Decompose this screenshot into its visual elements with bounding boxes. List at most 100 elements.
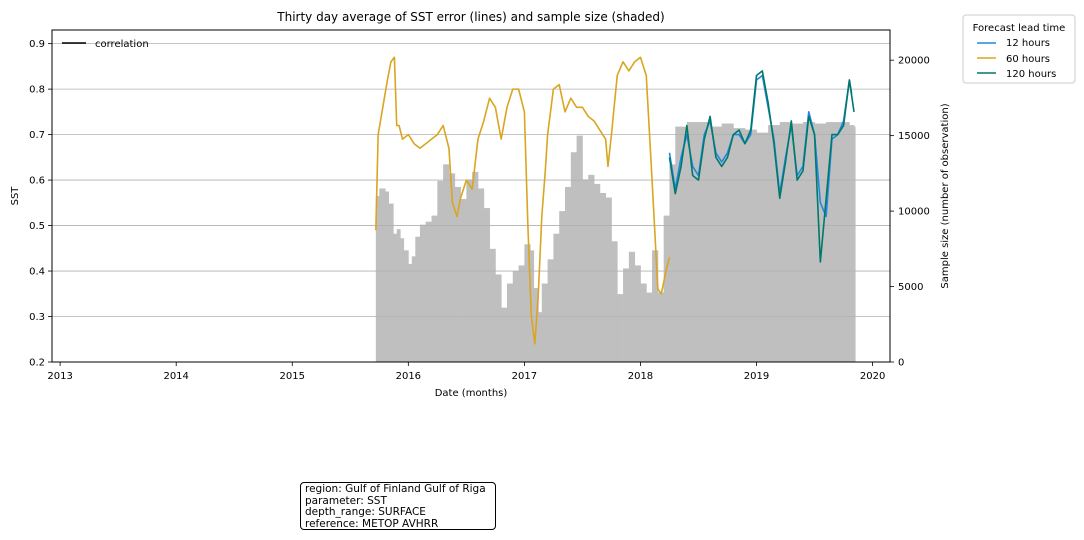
chart-title: Thirty day average of SST error (lines) … xyxy=(276,10,664,24)
info-region: region: Gulf of Finland Gulf of Riga xyxy=(305,483,486,495)
sample-size-bar xyxy=(623,268,630,362)
sample-size-bar xyxy=(425,221,432,362)
y-tick-label: 0.2 xyxy=(29,358,45,369)
sample-size-bar xyxy=(617,294,624,362)
sample-size-bar xyxy=(849,125,855,362)
sample-size-bar xyxy=(431,215,438,362)
sample-size-bar xyxy=(599,192,607,362)
y2-tick-label: 5000 xyxy=(898,282,923,293)
sample-size-bar xyxy=(791,123,804,362)
x-axis-label: Date (months) xyxy=(435,388,508,399)
sample-size-bar xyxy=(686,122,699,362)
sample-size-bar xyxy=(768,125,781,362)
sample-size-bar xyxy=(826,122,839,362)
sample-size-bar xyxy=(472,171,479,362)
sample-size-bar xyxy=(646,292,653,362)
sample-size-bar xyxy=(437,180,444,362)
series-line-120-hours xyxy=(668,70,855,263)
sample-size-bar xyxy=(385,191,389,362)
legend-label-60h: 60 hours xyxy=(1006,54,1050,65)
sample-size-bar xyxy=(675,126,688,362)
sample-size-bar xyxy=(657,292,665,362)
x-axis: 2013 2014 2015 2016 2017 2018 2019 2020 xyxy=(47,362,885,382)
x-tick-label: 2017 xyxy=(512,371,537,382)
sample-size-bar xyxy=(460,199,467,362)
y-tick-label: 0.6 xyxy=(29,176,45,187)
sample-size-bar xyxy=(454,186,461,362)
x-tick-label: 2019 xyxy=(744,371,769,382)
x-tick-label: 2020 xyxy=(860,371,885,382)
y-tick-label: 0.8 xyxy=(29,85,45,96)
sample-size-bar xyxy=(565,186,572,362)
sample-size-bar xyxy=(628,251,636,362)
sample-size-bar xyxy=(576,135,583,362)
sample-size-bar xyxy=(570,152,578,362)
series-line-60-hours xyxy=(375,56,671,345)
sample-size-bar xyxy=(501,307,508,362)
sample-size-bar xyxy=(588,174,595,362)
info-box: region: Gulf of Finland Gulf of Riga par… xyxy=(300,482,496,530)
info-depth-range: depth_range: SURFACE xyxy=(305,506,426,518)
x-tick-label: 2013 xyxy=(47,371,72,382)
sample-size-bars xyxy=(375,122,856,362)
sample-size-bar xyxy=(733,128,746,362)
x-tick-label: 2015 xyxy=(280,371,305,382)
sample-size-bar xyxy=(611,241,618,362)
sample-size-bar xyxy=(415,236,421,362)
y2-axis-label: Sample size (number of observation) xyxy=(940,103,951,288)
sample-size-bar xyxy=(388,203,394,362)
info-reference: reference: METOP AVHRR xyxy=(305,517,439,530)
x-tick-label: 2016 xyxy=(396,371,421,382)
sample-size-bar xyxy=(448,173,456,362)
y2-axis: 0 5000 10000 15000 20000 xyxy=(890,56,930,369)
sample-size-bar xyxy=(443,164,450,362)
sample-size-bar xyxy=(411,256,416,362)
sample-size-bar xyxy=(669,164,676,362)
sample-size-bar xyxy=(553,233,560,362)
sample-size-bar xyxy=(379,188,386,362)
y2-tick-label: 0 xyxy=(898,358,904,369)
sample-size-bar xyxy=(802,122,815,362)
sample-size-bar xyxy=(756,132,769,362)
correlation-legend: correlation xyxy=(62,39,149,50)
sample-size-bar xyxy=(640,283,647,362)
sample-size-bar xyxy=(375,196,380,362)
y-tick-label: 0.4 xyxy=(29,267,45,278)
sample-size-bar xyxy=(530,250,535,362)
y2-tick-label: 15000 xyxy=(898,131,930,142)
legend-label-12h: 12 hours xyxy=(1006,38,1050,49)
sample-size-bar xyxy=(594,183,601,362)
sample-size-bar xyxy=(518,265,525,362)
gridlines xyxy=(52,43,890,317)
sample-size-bar xyxy=(495,274,502,362)
y2-tick-label: 20000 xyxy=(898,56,930,67)
sample-size-bar xyxy=(541,283,548,362)
sample-size-bar xyxy=(605,197,612,362)
y-tick-label: 0.5 xyxy=(29,221,45,232)
sample-size-bar xyxy=(506,283,514,362)
x-tick-label: 2018 xyxy=(628,371,653,382)
series-lines xyxy=(375,56,855,345)
legend-title: Forecast lead time xyxy=(973,23,1066,34)
sample-size-bar xyxy=(547,259,554,362)
sample-size-bar xyxy=(419,224,427,362)
sample-size-bar xyxy=(663,215,670,362)
sample-size-bar xyxy=(698,122,711,362)
sample-size-bar xyxy=(400,238,405,362)
x-tick-label: 2014 xyxy=(163,371,188,382)
sample-size-bar xyxy=(538,312,543,362)
sample-size-bar xyxy=(396,229,401,362)
sample-size-bar xyxy=(524,244,531,362)
legend-label-120h: 120 hours xyxy=(1006,69,1056,80)
y-axis: 0.2 0.3 0.4 0.5 0.6 0.7 0.8 0.9 xyxy=(29,39,52,369)
sample-size-bar xyxy=(393,233,398,362)
sample-size-bar xyxy=(403,250,409,362)
sample-size-bar xyxy=(559,211,566,362)
y-tick-label: 0.3 xyxy=(29,312,45,323)
sample-size-bar xyxy=(408,263,413,362)
sample-size-bar xyxy=(721,123,734,362)
y2-tick-label: 10000 xyxy=(898,207,930,218)
legend-frame xyxy=(962,14,1076,84)
sample-size-bar xyxy=(483,208,490,362)
